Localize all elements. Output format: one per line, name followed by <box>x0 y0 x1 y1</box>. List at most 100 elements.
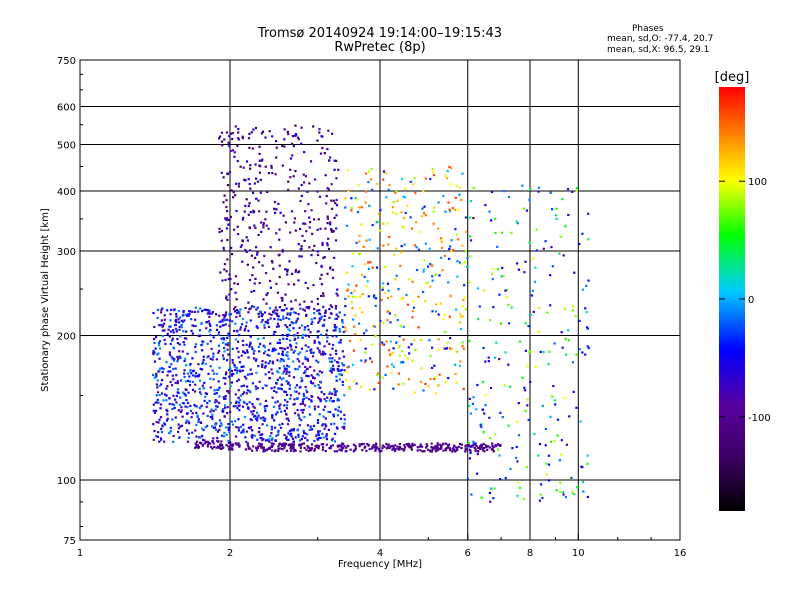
echo-point <box>514 456 518 459</box>
echo-point <box>183 359 186 362</box>
echo-point <box>194 375 197 378</box>
echo-point <box>581 351 584 354</box>
echo-point <box>258 164 261 167</box>
echo-point <box>455 184 458 187</box>
echo-point <box>357 322 361 325</box>
echo-point <box>322 436 325 439</box>
echo-point <box>213 392 216 395</box>
echo-point <box>501 231 504 234</box>
echo-points <box>152 124 590 503</box>
echo-point <box>251 413 254 416</box>
echo-point <box>331 276 335 279</box>
echo-point <box>335 177 338 180</box>
echo-point <box>469 239 473 242</box>
echo-point <box>244 448 247 451</box>
echo-point <box>200 404 203 407</box>
echo-point <box>178 328 181 331</box>
echo-point <box>277 254 280 257</box>
echo-point <box>303 326 307 329</box>
echo-point <box>499 478 502 481</box>
echo-point <box>207 320 210 323</box>
echo-point <box>247 178 250 181</box>
echo-point <box>245 392 248 395</box>
echo-point <box>461 305 464 308</box>
echo-point <box>304 356 307 359</box>
echo-point <box>154 347 157 350</box>
echo-point <box>395 213 398 216</box>
echo-point <box>488 210 491 213</box>
echo-point <box>425 446 428 449</box>
echo-point <box>324 449 327 453</box>
echo-point <box>444 347 447 350</box>
echo-point <box>257 414 260 417</box>
echo-point <box>258 261 261 264</box>
echo-point <box>330 305 334 309</box>
echo-point <box>478 305 481 308</box>
echo-point <box>202 358 205 361</box>
echo-point <box>346 169 349 172</box>
echo-point <box>297 243 300 246</box>
echo-point <box>553 439 556 442</box>
echo-point <box>382 178 385 181</box>
echo-point <box>278 376 282 379</box>
echo-point <box>278 442 281 445</box>
echo-point <box>414 192 417 195</box>
echo-point <box>247 356 250 359</box>
echo-point <box>410 227 413 230</box>
echo-point <box>218 314 221 317</box>
echo-point <box>169 313 172 316</box>
echo-point <box>586 326 589 329</box>
echo-point <box>215 405 218 408</box>
echo-point <box>376 247 379 250</box>
echo-point <box>212 410 215 413</box>
echo-point <box>586 454 589 457</box>
echo-point <box>275 391 278 394</box>
echo-point <box>306 357 309 361</box>
y-axis-label: Stationary phase Virtual Height [km] <box>40 208 51 392</box>
echo-point <box>260 321 263 324</box>
echo-point <box>328 392 331 395</box>
echo-point <box>169 325 172 328</box>
echo-point <box>488 319 492 322</box>
echo-point <box>264 373 267 376</box>
echo-point <box>237 442 240 445</box>
echo-point <box>417 326 420 329</box>
echo-point <box>317 218 320 221</box>
echo-point <box>161 329 164 332</box>
echo-point <box>393 253 396 256</box>
echo-point <box>185 429 189 432</box>
echo-point <box>196 440 199 443</box>
echo-point <box>297 279 300 282</box>
echo-point <box>409 216 412 219</box>
echo-point <box>532 310 535 313</box>
echo-point <box>434 450 437 453</box>
echo-point <box>334 202 337 205</box>
echo-point <box>252 266 255 269</box>
echo-point <box>563 396 566 399</box>
echo-point <box>209 340 212 343</box>
echo-point <box>310 254 313 257</box>
echo-point <box>231 347 234 350</box>
echo-point <box>273 317 276 321</box>
echo-point <box>456 446 459 449</box>
echo-point <box>211 358 214 361</box>
echo-point <box>264 449 267 452</box>
echo-point <box>278 306 281 309</box>
echo-point <box>299 351 302 354</box>
echo-point <box>237 444 240 447</box>
echo-point <box>249 307 252 310</box>
echo-point <box>288 384 292 387</box>
echo-point <box>369 357 372 360</box>
echo-point <box>247 301 250 304</box>
echo-point <box>350 207 353 210</box>
echo-point <box>278 405 281 408</box>
echo-point <box>276 359 279 362</box>
echo-point <box>218 447 221 450</box>
echo-point <box>261 158 264 161</box>
echo-point <box>404 187 407 190</box>
echo-point <box>237 340 240 343</box>
echo-point <box>539 493 542 496</box>
echo-point <box>293 283 296 286</box>
echo-point <box>194 429 197 432</box>
echo-point <box>229 277 232 281</box>
